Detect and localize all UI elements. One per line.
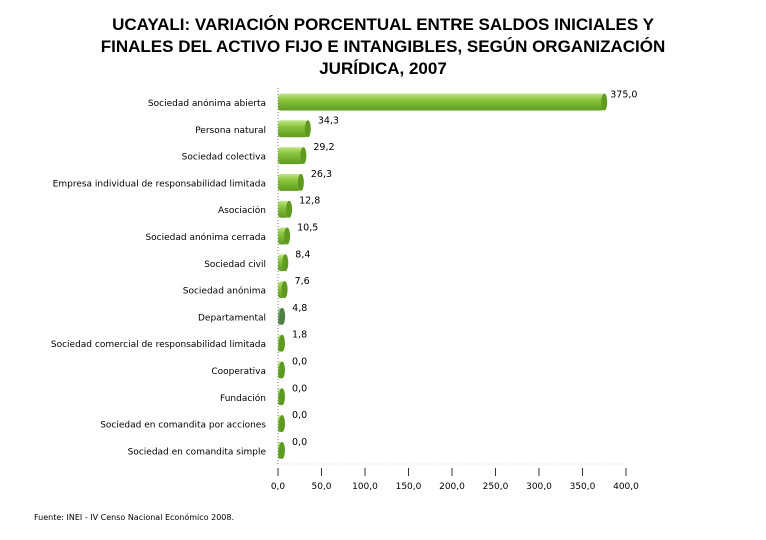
bar xyxy=(278,93,605,111)
bar xyxy=(278,173,301,191)
bar-cap xyxy=(279,441,285,459)
bar-cap xyxy=(279,307,286,325)
x-tick-label: 0,0 xyxy=(271,482,286,492)
data-label: 4,8 xyxy=(292,303,307,314)
chart-title: UCAYALI: VARIACIÓN PORCENTUAL ENTRE SALD… xyxy=(20,14,746,80)
data-label: 0,0 xyxy=(292,410,307,421)
data-label: 0,0 xyxy=(292,383,307,394)
category-label: Sociedad en comandita simple xyxy=(128,447,267,457)
data-label: 7,6 xyxy=(295,276,310,287)
category-label: Empresa individual de responsabilidad li… xyxy=(53,179,266,189)
bar-cap xyxy=(282,254,289,272)
data-label: 10,5 xyxy=(297,223,318,234)
bar-cap xyxy=(279,415,285,433)
x-tick-label: 50,0 xyxy=(311,482,331,492)
x-tick-label: 400,0 xyxy=(613,482,639,492)
bar xyxy=(278,147,304,165)
category-label: Departamental xyxy=(198,313,266,323)
bar-cap xyxy=(601,93,608,111)
x-tick-label: 200,0 xyxy=(439,482,465,492)
data-label: 8,4 xyxy=(295,249,310,260)
bar-cap xyxy=(304,120,311,138)
bar-cap xyxy=(279,361,285,379)
x-tick-label: 100,0 xyxy=(352,482,378,492)
bar-cap xyxy=(286,200,293,218)
category-label: Sociedad comercial de responsabilidad li… xyxy=(51,340,266,350)
data-label: 375,0 xyxy=(610,90,637,101)
title-line-1: UCAYALI: VARIACIÓN PORCENTUAL ENTRE SALD… xyxy=(112,15,654,34)
category-label: Cooperativa xyxy=(211,367,266,377)
bar-cap xyxy=(281,281,288,299)
data-label: 12,8 xyxy=(299,196,320,207)
data-label: 34,3 xyxy=(318,115,339,126)
category-label: Sociedad anónima abierta xyxy=(148,98,266,109)
x-tick-label: 250,0 xyxy=(483,482,509,492)
x-tick-label: 350,0 xyxy=(570,482,596,492)
data-label: 1,8 xyxy=(292,330,307,341)
data-label: 26,3 xyxy=(311,169,332,180)
x-tick-label: 300,0 xyxy=(526,482,552,492)
bar-cap xyxy=(284,227,291,245)
data-label: 0,0 xyxy=(292,437,307,448)
category-label: Sociedad anónima xyxy=(183,286,266,297)
bar-cap xyxy=(297,173,304,191)
bar xyxy=(278,120,308,138)
data-label: 29,2 xyxy=(313,142,334,153)
bar-cap xyxy=(279,388,285,406)
bar xyxy=(278,200,290,218)
category-label: Asociación xyxy=(218,205,266,216)
title-line-2: FINALES DEL ACTIVO FIJO E INTANGIBLES, S… xyxy=(100,37,666,56)
category-label: Fundación xyxy=(220,393,266,404)
bar-cap xyxy=(300,147,307,165)
x-tick-label: 150,0 xyxy=(396,482,422,492)
bar-cap xyxy=(279,334,285,352)
title-line-3: JURÍDICA, 2007 xyxy=(319,59,447,78)
data-label: 0,0 xyxy=(292,357,307,368)
source-note: Fuente: INEI - IV Censo Nacional Económi… xyxy=(34,513,235,522)
category-label: Sociedad colectiva xyxy=(182,153,266,163)
category-label: Sociedad anónima cerrada xyxy=(145,232,266,243)
category-label: Sociedad en comandita por acciones xyxy=(100,421,266,431)
category-label: Persona natural xyxy=(195,126,266,136)
category-label: Sociedad civil xyxy=(204,260,266,270)
